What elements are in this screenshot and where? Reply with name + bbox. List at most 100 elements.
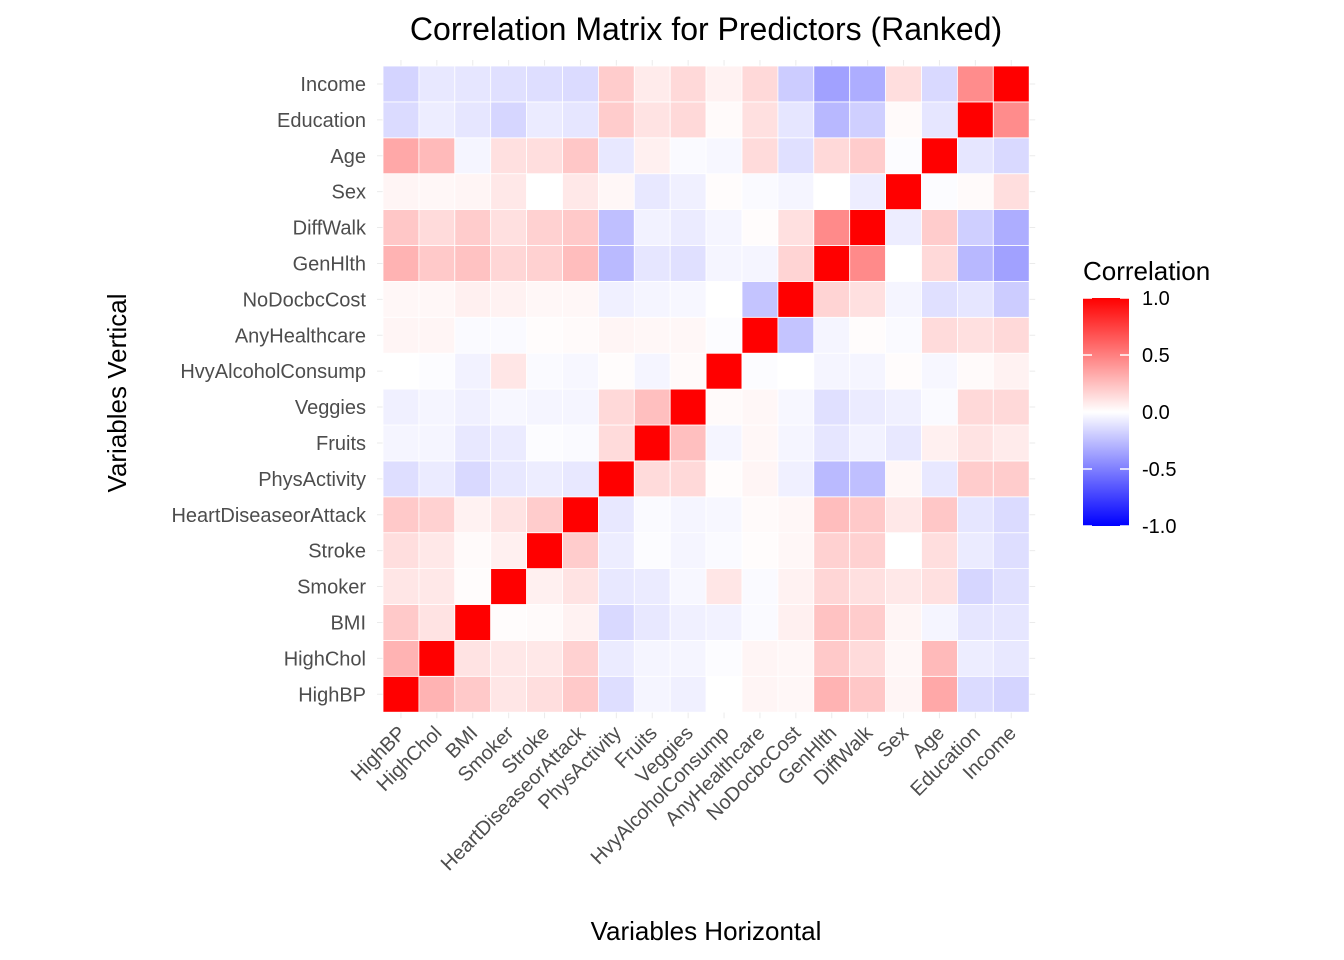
y-axis-title: Variables Vertical <box>102 294 132 493</box>
heatmap-cell <box>849 424 887 462</box>
heatmap-cell <box>813 675 851 713</box>
heatmap-cell <box>562 65 599 103</box>
heatmap-cell <box>992 604 1030 641</box>
heatmap-cell <box>741 173 779 210</box>
heatmap-cell <box>957 209 994 246</box>
heatmap-cell <box>777 460 815 498</box>
heatmap-cell <box>885 280 922 318</box>
heatmap-cell <box>777 640 815 677</box>
heatmap-cell <box>885 604 922 641</box>
heatmap-cell <box>957 316 994 354</box>
heatmap-cell <box>382 388 420 426</box>
heatmap-cell <box>705 65 743 103</box>
heatmap-cell <box>705 388 743 426</box>
heatmap-cell <box>526 568 563 605</box>
heatmap-cell <box>526 280 563 318</box>
heatmap-cell <box>562 137 599 175</box>
heatmap-cell <box>490 496 528 534</box>
heatmap-cell <box>813 424 851 462</box>
heatmap-cell <box>741 352 779 390</box>
heatmap-cell <box>741 424 779 462</box>
x-axis-title: Variables Horizontal <box>591 916 822 946</box>
heatmap-cell <box>418 65 456 103</box>
heatmap-cell <box>526 101 563 139</box>
heatmap-cell <box>777 424 815 462</box>
heatmap-cell <box>633 675 671 713</box>
heatmap-cell <box>562 101 599 139</box>
heatmap-cell <box>885 101 922 139</box>
heatmap-cell <box>526 675 563 713</box>
heatmap-cell <box>669 173 707 210</box>
heatmap-cell <box>633 352 671 390</box>
heatmap-cell <box>741 137 779 175</box>
heatmap-cell <box>849 675 887 713</box>
y-tick-label: AnyHealthcare <box>235 325 366 347</box>
heatmap-cell <box>633 388 671 426</box>
heatmap-cell <box>921 245 958 282</box>
heatmap-cell <box>633 245 671 282</box>
heatmap-cell <box>705 675 743 713</box>
heatmap-cell <box>562 675 599 713</box>
heatmap-cell <box>490 245 528 282</box>
heatmap-cell <box>885 209 922 246</box>
heatmap-cell <box>382 424 420 462</box>
heatmap-cell <box>741 640 779 677</box>
heatmap-cell <box>598 675 635 713</box>
heatmap-cell <box>490 388 528 426</box>
heatmap-cell <box>992 388 1030 426</box>
heatmap-cell <box>813 640 851 677</box>
heatmap-cell <box>957 460 994 498</box>
heatmap-cell <box>957 424 994 462</box>
heatmap-cell <box>849 352 887 390</box>
heatmap-cell <box>598 245 635 282</box>
heatmap-cell <box>777 209 815 246</box>
heatmap-cell <box>562 424 599 462</box>
heatmap-cell <box>526 496 563 534</box>
heatmap-cell <box>992 352 1030 390</box>
legend-tick-label: 0.5 <box>1142 345 1170 367</box>
heatmap-cell <box>633 65 671 103</box>
heatmap-cell <box>992 209 1030 246</box>
heatmap-cell <box>669 245 707 282</box>
heatmap-cell <box>526 209 563 246</box>
heatmap-cell <box>885 352 922 390</box>
heatmap-cell <box>813 568 851 605</box>
heatmap-cell <box>490 209 528 246</box>
heatmap-cell <box>777 675 815 713</box>
heatmap-cell <box>849 604 887 641</box>
heatmap-cell <box>418 209 456 246</box>
heatmap-cell <box>957 352 994 390</box>
heatmap-cell <box>598 101 635 139</box>
heatmap-cell <box>454 65 492 103</box>
heatmap-cell <box>418 137 456 175</box>
heatmap-cell <box>849 280 887 318</box>
heatmap-cell <box>382 640 420 677</box>
heatmap-cell <box>598 65 635 103</box>
heatmap-cells <box>382 65 1030 713</box>
heatmap-cell <box>957 532 994 570</box>
heatmap-cell <box>921 532 958 570</box>
heatmap-cell <box>562 316 599 354</box>
heatmap-cell <box>526 173 563 210</box>
heatmap-cell <box>705 604 743 641</box>
y-tick-label: Education <box>277 110 366 132</box>
heatmap-cell <box>598 568 635 605</box>
heatmap-cell <box>849 496 887 534</box>
heatmap-cell <box>633 568 671 605</box>
heatmap-cell <box>992 173 1030 210</box>
heatmap-cell <box>418 532 456 570</box>
heatmap-cell <box>813 388 851 426</box>
heatmap-cell <box>490 316 528 354</box>
heatmap-cell <box>777 496 815 534</box>
heatmap-cell <box>957 496 994 534</box>
heatmap-cell <box>669 496 707 534</box>
heatmap-cell <box>633 280 671 318</box>
heatmap-cell <box>741 568 779 605</box>
heatmap-cell <box>490 352 528 390</box>
y-tick-label: PhysActivity <box>258 469 366 491</box>
heatmap-cell <box>849 640 887 677</box>
heatmap-cell <box>598 460 635 498</box>
heatmap-cell <box>669 352 707 390</box>
x-tick-labels: HighBPHighCholBMISmokerStrokeHeartDiseas… <box>347 721 1021 875</box>
